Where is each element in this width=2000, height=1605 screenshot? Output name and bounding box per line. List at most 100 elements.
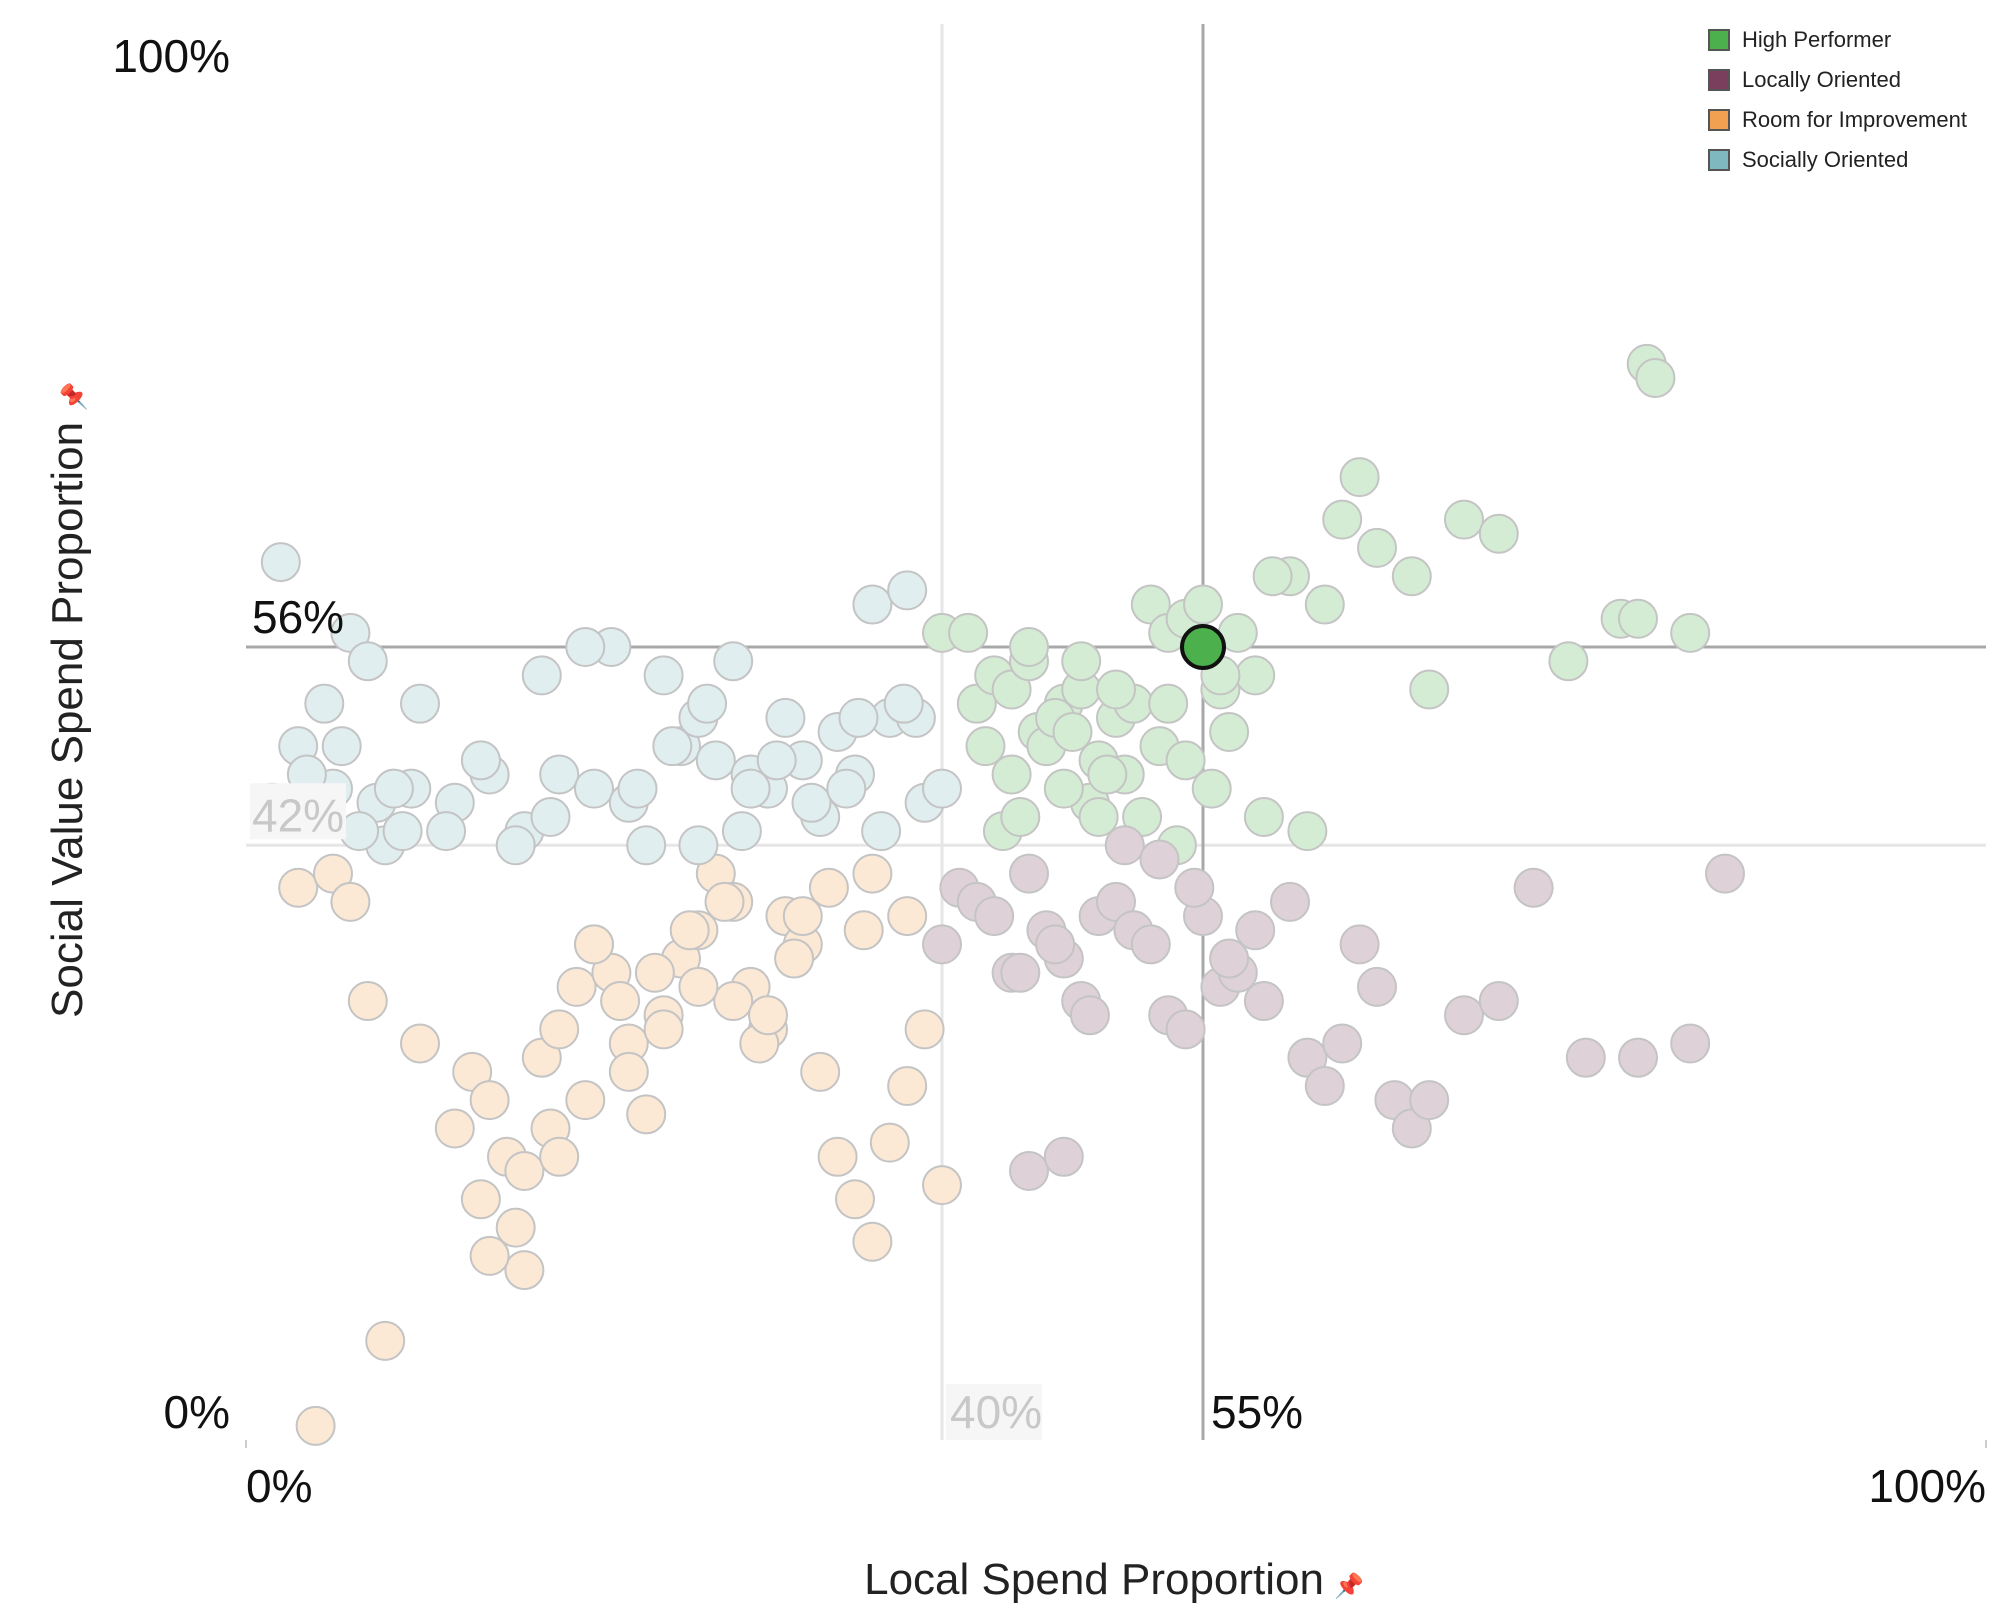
- legend-item-high-performer[interactable]: High Performer: [1708, 20, 1967, 60]
- y-tick-label: 0%: [164, 1386, 230, 1438]
- data-point: [730, 768, 771, 809]
- data-point: [826, 768, 867, 809]
- x-axis-title-text: Local Spend Proportion: [864, 1555, 1324, 1604]
- median-y-label: 42%: [252, 789, 344, 841]
- data-point: [1165, 1009, 1206, 1050]
- data-point: [434, 1108, 475, 1149]
- data-point: [1287, 811, 1328, 852]
- x-axis-title: Local Spend Proportion 📌: [864, 1555, 1364, 1605]
- data-point: [922, 768, 962, 809]
- data-point: [539, 1136, 580, 1177]
- selected-data-point: [1180, 624, 1226, 671]
- data-point: [1409, 669, 1450, 710]
- data-point: [1243, 981, 1284, 1022]
- data-point: [1061, 641, 1102, 682]
- data-point: [539, 1009, 580, 1050]
- legend-label: Locally Oriented: [1742, 67, 1901, 92]
- data-point: [838, 697, 879, 738]
- data-point: [1069, 995, 1110, 1036]
- data-point: [521, 655, 562, 696]
- data-point: [1009, 1150, 1049, 1191]
- median-x-label: 40%: [950, 1386, 1042, 1438]
- pin-icon[interactable]: 📌: [1333, 1573, 1364, 1600]
- legend-item-room-for-improvement[interactable]: Room for Improvement: [1708, 100, 1967, 140]
- legend-label: Socially Oriented: [1742, 147, 1909, 172]
- legend-swatch: [1708, 69, 1730, 91]
- data-point: [1339, 457, 1380, 498]
- data-point: [721, 811, 762, 852]
- data-point: [382, 811, 423, 852]
- data-point: [1148, 683, 1189, 724]
- data-point: [1000, 952, 1041, 993]
- data-point: [1304, 1066, 1345, 1106]
- data-point: [330, 881, 371, 922]
- data-point: [1043, 1136, 1084, 1177]
- data-point: [1444, 995, 1484, 1036]
- data-point: [1444, 499, 1484, 540]
- data-point: [887, 570, 928, 611]
- data-point: [883, 683, 924, 724]
- data-point: [1165, 740, 1206, 781]
- legend-label: Room for Improvement: [1742, 107, 1967, 132]
- data-point: [539, 754, 580, 795]
- median-x-label-bg: [946, 1384, 1042, 1440]
- data-point: [887, 896, 928, 937]
- data-point: [1635, 358, 1676, 398]
- data-point: [678, 825, 719, 866]
- data-point: [634, 952, 675, 993]
- data-point: [774, 938, 815, 979]
- data-point: [278, 867, 319, 908]
- data-point: [347, 981, 388, 1022]
- data-point: [1478, 513, 1519, 554]
- data-point: [1243, 796, 1284, 837]
- data-point: [1270, 881, 1310, 922]
- data-point: [695, 740, 736, 781]
- data-point: [861, 811, 902, 852]
- data-point: [626, 825, 667, 866]
- legend: High Performer Locally Oriented Room for…: [1708, 20, 1967, 180]
- data-point: [373, 768, 414, 809]
- data-points: [252, 343, 1745, 1446]
- data-point: [617, 768, 658, 809]
- data-point: [669, 910, 710, 951]
- pin-icon[interactable]: 📌: [61, 382, 88, 412]
- data-point: [643, 1009, 684, 1050]
- data-point: [1009, 853, 1049, 894]
- data-point: [713, 981, 754, 1022]
- data-point: [1391, 556, 1432, 597]
- data-point: [1009, 627, 1049, 668]
- data-point: [1043, 768, 1084, 809]
- data-point: [365, 1320, 406, 1361]
- legend-item-socially-oriented[interactable]: Socially Oriented: [1708, 140, 1967, 180]
- data-point: [852, 584, 893, 625]
- data-point: [504, 1150, 545, 1191]
- data-point: [765, 697, 806, 738]
- data-point: [1174, 867, 1215, 908]
- data-point: [600, 981, 641, 1022]
- data-point: [347, 641, 388, 682]
- data-point: [565, 1080, 606, 1121]
- data-point: [991, 754, 1032, 795]
- data-point: [1322, 1023, 1363, 1064]
- data-point: [556, 966, 597, 1007]
- median-y-label-bg: [250, 783, 346, 840]
- data-point: [965, 726, 1006, 767]
- data-point: [922, 1165, 962, 1206]
- data-point: [852, 1221, 893, 1262]
- data-point: [1357, 527, 1397, 568]
- data-point: [1235, 910, 1276, 951]
- data-point: [565, 627, 606, 668]
- legend-item-locally-oriented[interactable]: Locally Oriented: [1708, 60, 1967, 100]
- data-point: [869, 1122, 910, 1163]
- data-point: [1104, 825, 1145, 866]
- data-point: [808, 867, 849, 908]
- data-point: [574, 768, 614, 809]
- data-point: [495, 825, 536, 866]
- data-point: [704, 881, 745, 922]
- data-point: [782, 896, 823, 937]
- data-point: [626, 1094, 667, 1135]
- y-tick-label: 100%: [112, 30, 230, 82]
- data-point: [574, 924, 614, 965]
- data-point: [1322, 499, 1363, 540]
